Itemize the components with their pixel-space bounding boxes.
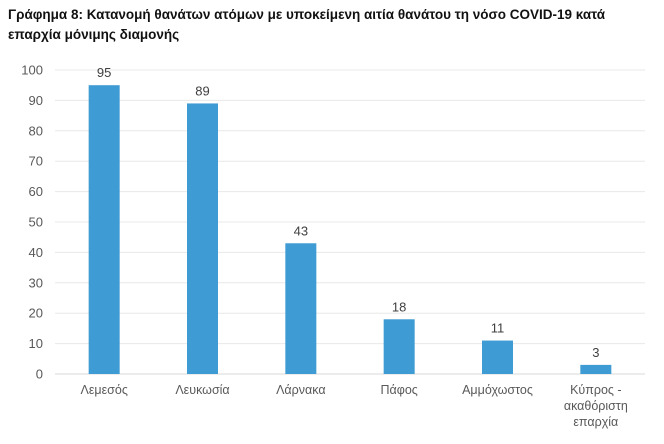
x-tick-label: Πάφος [380, 383, 417, 397]
data-label: 18 [392, 299, 406, 314]
x-tick-label-line: Λευκωσία [175, 383, 229, 397]
y-tick-label: 80 [29, 123, 43, 138]
y-tick-label: 100 [21, 63, 43, 78]
x-tick-label-line: Πάφος [380, 383, 417, 397]
bar [580, 364, 612, 374]
data-label: 43 [294, 223, 308, 238]
y-tick-label: 90 [29, 93, 43, 108]
x-tick-label-line: ακαθόριστη [564, 399, 628, 413]
x-tick-label: Λάρνακα [276, 383, 326, 397]
y-tick-label: 40 [29, 245, 43, 260]
x-tick-label: Λεμεσός [80, 383, 127, 397]
y-tick-label: 0 [36, 367, 43, 382]
x-tick-label: Λευκωσία [175, 383, 229, 397]
data-label: 11 [491, 321, 505, 336]
bar [187, 103, 218, 374]
x-tick-label-line: Λάρνακα [276, 383, 326, 397]
data-label: 3 [592, 345, 599, 360]
y-tick-label: 30 [29, 275, 43, 290]
bar [383, 319, 415, 374]
bar [482, 340, 513, 374]
x-tick-label-line: Κύπρος - [570, 383, 622, 397]
data-label: 89 [195, 83, 209, 98]
y-tick-label: 70 [29, 154, 43, 169]
bar [285, 243, 317, 374]
x-tick-label-line: επαρχία [573, 415, 618, 429]
y-tick-label: 20 [29, 306, 43, 321]
y-tick-label: 10 [29, 336, 43, 351]
y-tick-label: 50 [29, 215, 43, 230]
x-tick-label: Κύπρος - ακαθόριστη επαρχία [564, 383, 628, 429]
bar [88, 85, 120, 374]
x-tick-label-line: Λεμεσός [80, 383, 127, 397]
chart-title: Γράφημα 8: Κατανομή θανάτων ατόμων με υπ… [8, 7, 606, 42]
y-tick-label: 60 [29, 184, 43, 199]
x-tick-label-line: Αμμόχωστος [462, 383, 533, 397]
x-tick-label: Αμμόχωστος [462, 383, 533, 397]
data-label: 95 [97, 65, 111, 80]
